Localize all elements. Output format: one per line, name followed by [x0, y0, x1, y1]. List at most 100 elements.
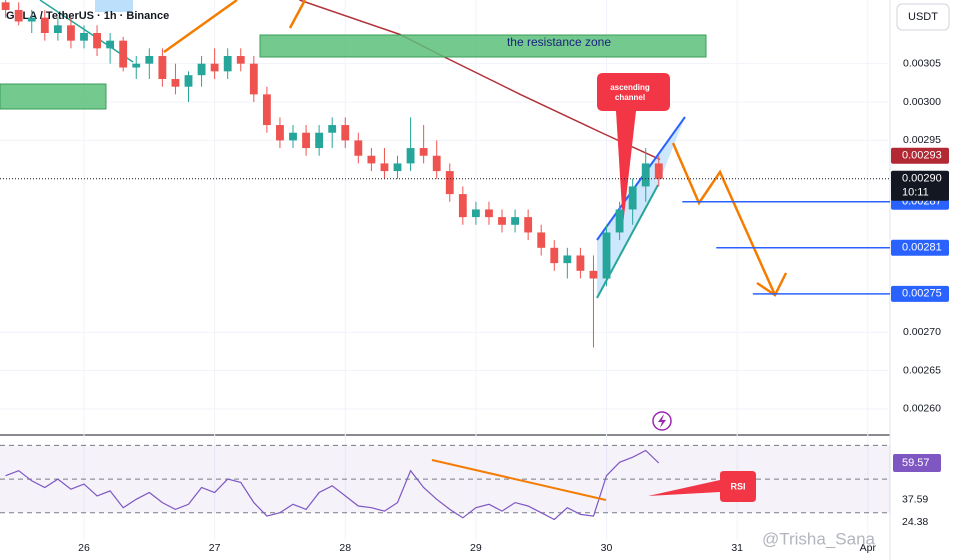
candle-body — [289, 132, 297, 141]
rsi-line — [5, 449, 660, 521]
candle-body — [485, 209, 493, 218]
divergence-line — [431, 459, 607, 501]
callout — [648, 471, 756, 502]
candle-body — [654, 163, 663, 179]
watermark: @Trisha_Sana — [762, 529, 876, 548]
price-label: 0.00275 — [902, 288, 942, 300]
candle-body — [406, 148, 415, 164]
candle-body — [524, 217, 533, 233]
candle-body — [641, 163, 650, 187]
annotation: the resistance zone — [507, 35, 611, 49]
candle-body — [511, 217, 520, 225]
candle-body — [14, 9, 23, 22]
projection — [163, 0, 238, 54]
candle-body — [132, 63, 141, 68]
trend-line — [39, 0, 134, 63]
candle-body — [210, 63, 219, 72]
candle-body — [341, 125, 350, 141]
x-tick-label: 30 — [601, 542, 613, 554]
candle-body — [145, 56, 154, 64]
candle-body — [563, 255, 572, 264]
callout — [597, 73, 670, 225]
candle-body — [354, 140, 363, 156]
annotation: channel — [615, 93, 645, 102]
x-tick-label: 26 — [78, 542, 90, 554]
y-tick-label: 0.00265 — [903, 364, 941, 376]
annotation: RSI — [730, 481, 745, 491]
x-tick-label: 29 — [470, 542, 482, 554]
candle-body — [628, 186, 637, 210]
arrow-head — [756, 272, 788, 297]
moving-average — [299, 0, 661, 161]
y-tick-label: 0.00305 — [903, 57, 941, 69]
resistance-zone — [259, 34, 707, 58]
candle-body — [328, 125, 337, 133]
y-tick-label: 0.00270 — [903, 326, 941, 338]
candle-body — [53, 25, 62, 33]
candle-body — [262, 94, 271, 126]
x-tick-label: 31 — [731, 542, 743, 554]
candle-body — [550, 247, 559, 264]
support-zone — [0, 83, 107, 110]
candle-body — [184, 75, 193, 87]
price-label-bg — [891, 147, 949, 164]
rsi-ma-value: 37.59 — [902, 494, 928, 506]
event-icon-bolt — [658, 414, 666, 428]
candle-body — [197, 63, 206, 76]
candle-body — [67, 25, 75, 41]
projection — [288, 0, 307, 29]
candle-body — [171, 79, 180, 87]
candle-body — [576, 255, 585, 271]
candle-body — [380, 163, 389, 172]
candle-body — [419, 148, 428, 156]
candle-body — [1, 2, 10, 10]
candle-body — [40, 17, 49, 33]
annotation: ascending — [610, 83, 650, 92]
price-label: 0.00293 — [902, 150, 942, 162]
candle-body — [445, 171, 454, 195]
candle-body — [471, 209, 480, 218]
candle-body — [458, 194, 467, 218]
currency-button[interactable] — [896, 3, 950, 31]
candle-body — [27, 17, 36, 22]
current-price: 0.00290 — [902, 173, 942, 185]
rsi-value: 59.57 — [902, 457, 930, 469]
y-tick-label: 0.00295 — [903, 134, 941, 146]
rsi-label-bg — [893, 453, 941, 472]
candle-body — [119, 40, 128, 68]
candle-body — [393, 163, 402, 172]
candle-body — [80, 32, 88, 41]
y-tick-label: 0.00260 — [903, 403, 941, 415]
candle-body — [223, 56, 232, 72]
event-icon[interactable] — [652, 411, 672, 431]
channel-box — [95, 0, 133, 12]
currency: USDT — [908, 11, 938, 23]
countdown: 10:11 — [902, 187, 929, 199]
price-label-bg — [891, 285, 949, 302]
candle-body — [367, 155, 376, 164]
candle-body — [602, 232, 611, 279]
channel-top — [596, 116, 686, 241]
x-tick-label: Apr — [860, 542, 877, 554]
candle-body — [432, 155, 441, 172]
rsi-low-value: 24.38 — [902, 516, 928, 528]
candle-body — [615, 209, 624, 233]
candle-body — [106, 40, 115, 49]
candle-body — [302, 132, 310, 149]
projection — [671, 142, 777, 296]
x-tick-label: 27 — [209, 542, 221, 554]
ascending-channel — [597, 117, 685, 298]
candle-body — [589, 270, 598, 279]
y-tick-label: 0.00300 — [903, 96, 941, 108]
candle-body — [236, 56, 245, 64]
candle-body — [93, 32, 101, 49]
candle-body — [537, 232, 546, 248]
candle-body — [276, 125, 284, 141]
channel-bottom — [596, 184, 659, 299]
price-label: 0.00281 — [902, 242, 942, 254]
price-label-bg — [891, 239, 949, 256]
current-price-bg — [891, 170, 949, 201]
candle-body — [249, 63, 258, 95]
